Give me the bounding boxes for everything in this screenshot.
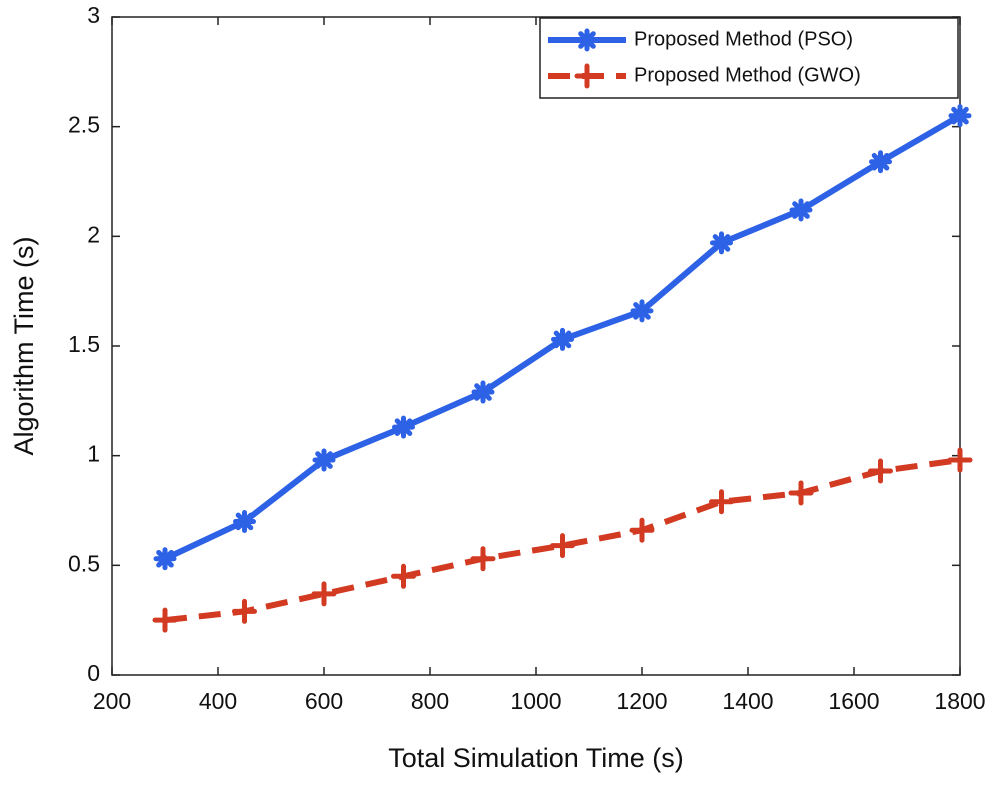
x-tick-label: 1600 bbox=[828, 688, 879, 714]
x-axis-label: Total Simulation Time (s) bbox=[388, 743, 684, 773]
y-tick-label: 2.5 bbox=[68, 112, 100, 138]
data-point bbox=[629, 517, 655, 543]
data-point bbox=[788, 480, 814, 506]
data-point bbox=[153, 547, 177, 571]
data-point bbox=[391, 563, 416, 589]
y-axis-label: Algorithm Time (s) bbox=[9, 236, 39, 455]
x-tick-label: 200 bbox=[93, 688, 131, 714]
data-point bbox=[869, 150, 892, 174]
x-tick-label: 600 bbox=[305, 688, 343, 714]
legend-label: Proposed Method (GWO) bbox=[634, 64, 861, 86]
data-point bbox=[551, 327, 574, 351]
data-point bbox=[709, 489, 734, 515]
y-tick-label: 0.5 bbox=[68, 550, 100, 576]
data-point bbox=[311, 581, 337, 607]
y-tick-label: 3 bbox=[87, 2, 100, 28]
data-point bbox=[471, 380, 495, 404]
data-point bbox=[630, 299, 654, 323]
data-point bbox=[232, 598, 257, 624]
legend-box bbox=[539, 17, 959, 99]
x-tick-label: 1000 bbox=[510, 688, 561, 714]
data-point bbox=[948, 104, 972, 128]
data-point bbox=[312, 448, 336, 472]
y-tick-label: 1 bbox=[87, 441, 100, 467]
x-tick-label: 1400 bbox=[722, 688, 773, 714]
data-point bbox=[789, 198, 813, 222]
plot-frame bbox=[111, 16, 961, 676]
data-point bbox=[233, 509, 256, 533]
y-tick-label: 2 bbox=[87, 221, 100, 247]
data-point bbox=[947, 447, 973, 473]
x-tick-label: 1800 bbox=[934, 688, 985, 714]
x-tick-label: 1200 bbox=[616, 688, 667, 714]
legend-marker bbox=[574, 63, 600, 89]
x-tick-label: 800 bbox=[411, 688, 449, 714]
data-point bbox=[550, 533, 575, 559]
y-tick-label: 0 bbox=[87, 660, 100, 686]
data-point bbox=[868, 458, 893, 484]
legend-label: Proposed Method (PSO) bbox=[634, 28, 853, 50]
data-point bbox=[470, 546, 496, 572]
data-point bbox=[710, 231, 733, 255]
y-tick-label: 1.5 bbox=[68, 331, 100, 357]
x-tick-label: 400 bbox=[199, 688, 237, 714]
data-point bbox=[152, 607, 178, 633]
legend-marker bbox=[575, 28, 599, 52]
data-point bbox=[392, 415, 415, 439]
